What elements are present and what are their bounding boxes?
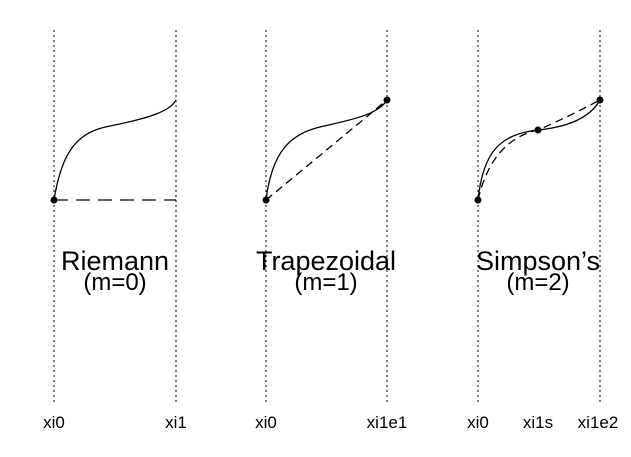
panel-simpsons: Simpson’s (m=2) xi0 xi1s xi1e2 bbox=[467, 30, 618, 432]
simpson-approximation-curve bbox=[477, 99, 601, 201]
sample-point-xi1e1 bbox=[383, 96, 391, 104]
tick-label: xi0 bbox=[43, 413, 65, 432]
panel-subtitle: (m=0) bbox=[83, 269, 146, 296]
tick-label: xi0 bbox=[467, 413, 489, 432]
tick-label: xi1 bbox=[165, 413, 187, 432]
panel-title: Simpson’s bbox=[476, 246, 600, 276]
trapezoid-approximation-line bbox=[265, 99, 388, 201]
panel-title: Riemann bbox=[61, 246, 169, 276]
sample-point-xi0 bbox=[50, 196, 58, 204]
tick-label: xi1e1 bbox=[367, 413, 408, 432]
panel-title: Trapezoidal bbox=[256, 246, 396, 276]
tick-label: xi0 bbox=[255, 413, 277, 432]
panel-subtitle: (m=2) bbox=[506, 269, 569, 296]
function-curve bbox=[53, 99, 177, 201]
sample-point-xi0 bbox=[474, 196, 482, 204]
sample-point-xi1e2 bbox=[596, 96, 604, 104]
sample-point-xi1s bbox=[534, 126, 542, 134]
panel-trapezoidal: Trapezoidal (m=1) xi0 xi1e1 bbox=[255, 30, 407, 432]
panel-riemann: Riemann (m=0) xi0 xi1 bbox=[43, 30, 187, 432]
panel-subtitle: (m=1) bbox=[294, 269, 357, 296]
tick-label: xi1s bbox=[523, 413, 553, 432]
tick-label: xi1e2 bbox=[578, 413, 619, 432]
sample-point-xi0 bbox=[262, 196, 270, 204]
function-curve bbox=[477, 99, 601, 201]
